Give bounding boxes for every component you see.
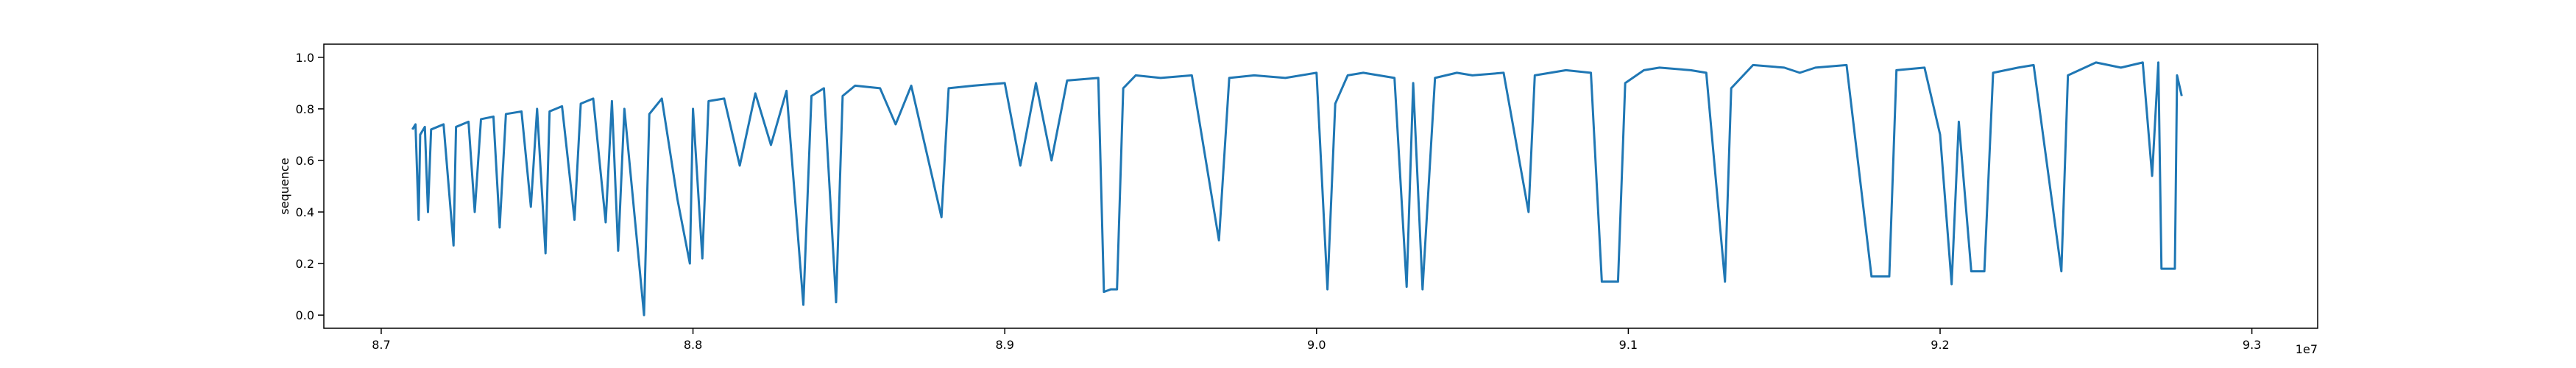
plot-frame (323, 43, 2318, 329)
x-tick-label: 8.8 (684, 338, 702, 352)
y-tick-label: 0.0 (296, 308, 314, 322)
y-tick-label: 1.0 (296, 51, 314, 65)
x-tick-label: 9.2 (1931, 338, 1949, 352)
x-offset-label: 1e7 (2296, 342, 2318, 356)
x-tick-label: 9.0 (1307, 338, 1326, 352)
y-axis-label: sequence (277, 158, 291, 214)
y-tick-label: 0.4 (296, 205, 314, 219)
x-tick-label: 9.3 (2243, 338, 2261, 352)
data-line (411, 61, 2183, 316)
x-tick-label: 8.7 (372, 338, 390, 352)
x-tick-label: 9.1 (1619, 338, 1638, 352)
y-tick-label: 0.8 (296, 102, 314, 116)
y-tick-label: 0.2 (296, 257, 314, 271)
x-tick-label: 8.9 (995, 338, 1013, 352)
y-tick-label: 0.6 (296, 154, 314, 168)
